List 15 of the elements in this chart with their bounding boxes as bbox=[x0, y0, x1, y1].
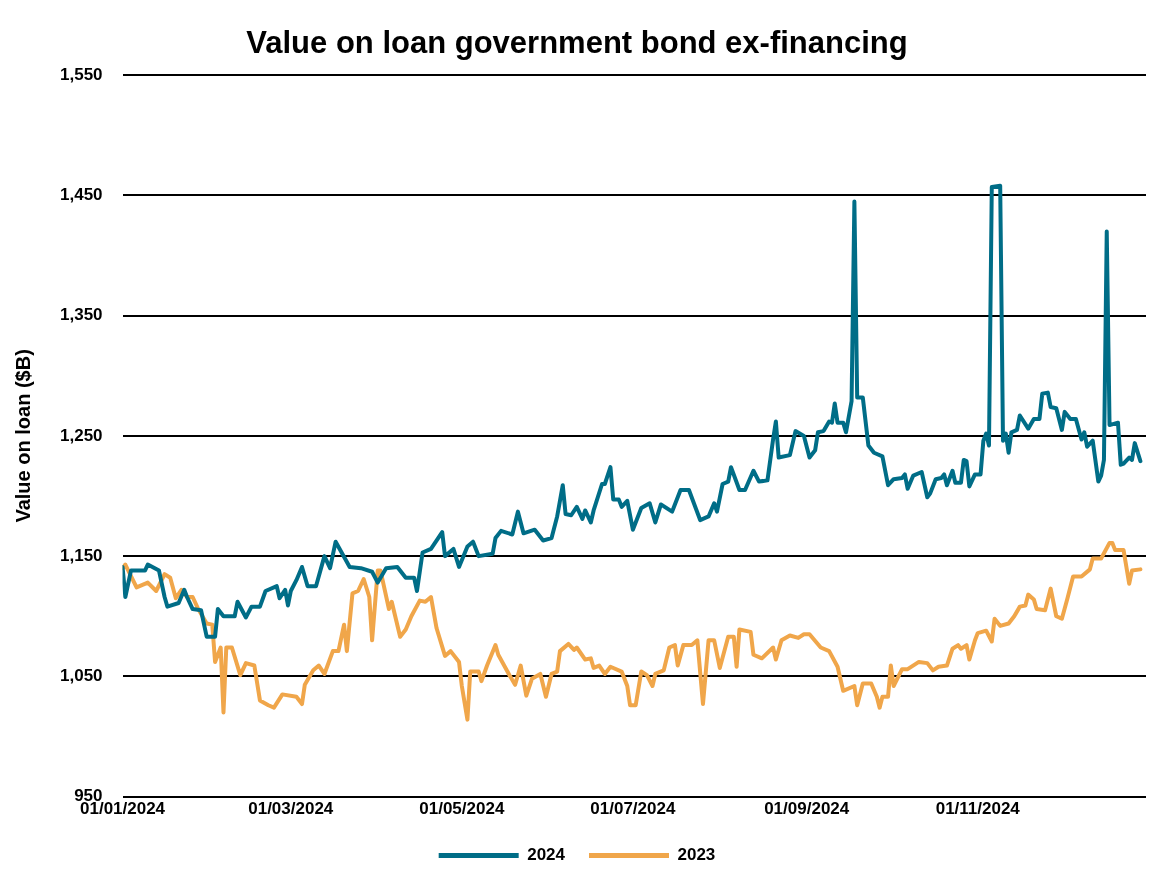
x-tick-label: 01/07/2024 bbox=[590, 799, 676, 819]
y-tick-label: 1,450 bbox=[59, 185, 103, 205]
legend-label: 2024 bbox=[527, 845, 566, 865]
x-tick-label: 01/09/2024 bbox=[764, 799, 850, 819]
legend-label: 2023 bbox=[677, 845, 716, 865]
y-tick-label: 1,350 bbox=[59, 305, 103, 325]
y-tick-label: 1,250 bbox=[59, 425, 103, 445]
y-tick-label: 1,550 bbox=[59, 64, 103, 84]
x-tick-label: 01/03/2024 bbox=[248, 799, 334, 819]
y-axis-title: Value on loan ($B) bbox=[11, 349, 34, 523]
chart-title: Value on loan government bond ex-financing bbox=[246, 25, 908, 61]
x-tick-label: 01/11/2024 bbox=[935, 799, 1021, 819]
x-tick-label: 01/05/2024 bbox=[419, 799, 505, 819]
y-tick-label: 1,150 bbox=[59, 545, 103, 565]
y-tick-label: 1,050 bbox=[59, 666, 103, 686]
